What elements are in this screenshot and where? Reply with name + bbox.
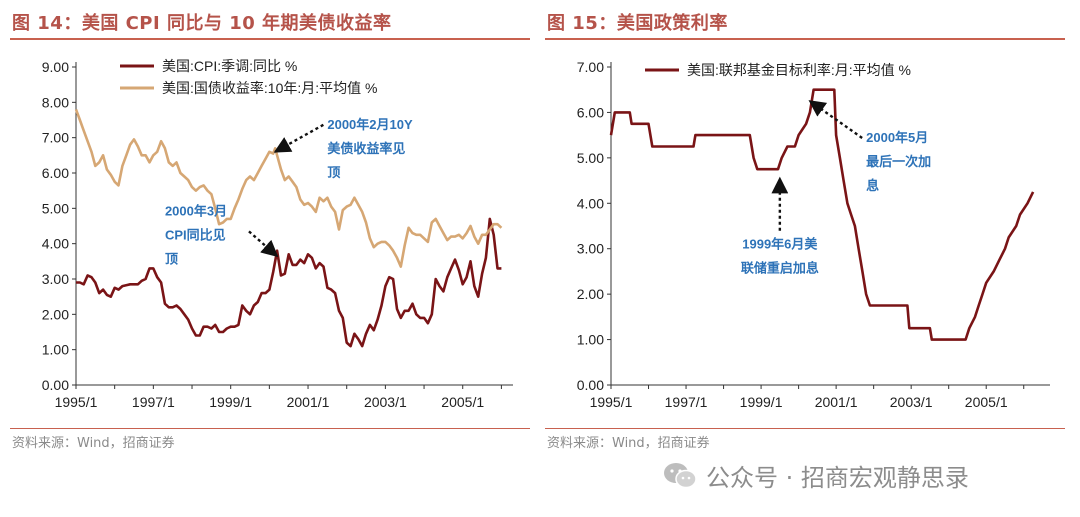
annotation-text: 顶 <box>165 251 178 266</box>
y-tick-label: 3.00 <box>577 241 604 257</box>
x-tick-label: 1999/1 <box>209 394 252 410</box>
x-tick-label: 2001/1 <box>815 394 858 410</box>
y-tick-label: 4.00 <box>42 236 69 252</box>
y-tick-label: 7.00 <box>42 130 69 146</box>
watermark: 公众号 · 招商宏观静思录 <box>662 458 969 493</box>
y-tick-label: 2.00 <box>42 306 69 322</box>
figure-14-panel: 图 14：美国 CPI 同比与 10 年期美债收益率 0.00 1.00 2.00 3… <box>10 0 530 451</box>
annotation-arrow <box>273 123 324 153</box>
y-tick-label: 0.00 <box>577 377 604 393</box>
x-tick-label: 1995/1 <box>590 394 633 410</box>
y-tick-label: 4.00 <box>577 195 604 211</box>
legend-label-1: 美国:联邦基金目标利率:月:平均值 % <box>687 62 911 78</box>
policy-rate-chart: 0.00 1.00 2.00 3.00 4.00 5.00 6.00 7.00 1995/1 19… <box>577 59 1050 410</box>
y-tick-label: 0.00 <box>42 377 69 393</box>
annotation-text: 2000年5月 <box>866 130 928 145</box>
series-line-1 <box>76 217 502 348</box>
figure-14-title: 图 14：美国 CPI 同比与 10 年期美债收益率 <box>12 13 392 34</box>
y-tick-label: 2.00 <box>577 286 604 302</box>
annotation-text: 2000年2月10Y <box>327 117 413 132</box>
y-tick-label: 8.00 <box>42 94 69 110</box>
watermark-text: 公众号 · 招商宏观静思录 <box>706 464 969 492</box>
source-divider <box>545 428 1065 429</box>
x-tick-label: 1995/1 <box>55 394 98 410</box>
figure-14-source: 资料来源：Wind，招商证券 <box>12 436 175 451</box>
x-tick-label: 2003/1 <box>890 394 933 410</box>
x-tick-label: 2005/1 <box>965 394 1008 410</box>
annotation-text: CPI同比见 <box>165 227 226 242</box>
y-tick-label: 1.00 <box>577 332 604 348</box>
title-divider <box>545 38 1065 40</box>
series-line-1 <box>609 88 1035 341</box>
annotation-text: 息 <box>866 178 879 193</box>
x-tick-label: 1999/1 <box>740 394 783 410</box>
figure-15-panel: 图 15：美国政策利率 0.00 1.00 2.00 3.00 4.00 5.00 6.00… <box>545 0 1065 451</box>
cpi-yield-chart: 0.00 1.00 2.00 3.00 4.00 5.00 6.00 7.00 8.00 9.00… <box>42 58 513 410</box>
y-tick-label: 3.00 <box>42 271 69 287</box>
x-tick-label: 2003/1 <box>364 394 407 410</box>
legend-label-1: 美国:CPI:季调:同比 % <box>162 58 297 74</box>
legend-label-2: 美国:国债收益率:10年:月:平均值 % <box>162 80 377 96</box>
y-tick-label: 1.00 <box>42 342 69 358</box>
y-tick-label: 5.00 <box>577 150 604 166</box>
x-tick-label: 2005/1 <box>441 394 484 410</box>
source-divider <box>10 428 530 429</box>
figure-15-source: 资料来源：Wind，招商证券 <box>547 436 710 451</box>
y-tick-label: 7.00 <box>577 59 604 75</box>
title-divider <box>10 38 530 40</box>
y-tick-label: 6.00 <box>42 165 69 181</box>
y-tick-label: 9.00 <box>42 59 69 75</box>
annotation-text: 联储重启加息 <box>741 261 819 276</box>
series-line-2 <box>74 108 503 268</box>
annotation-text: 1999年6月美 <box>742 237 818 252</box>
annotation-text: 美债收益率见 <box>327 141 405 156</box>
wechat-icon <box>664 462 697 488</box>
annotation-arrow <box>248 230 279 258</box>
annotation-arrow <box>808 100 863 139</box>
annotation-text: 顶 <box>327 165 340 180</box>
annotation-text: 2000年3月 <box>165 203 227 218</box>
x-tick-label: 1997/1 <box>132 394 175 410</box>
figure-15-title: 图 15：美国政策利率 <box>547 13 728 34</box>
y-tick-label: 5.00 <box>42 200 69 216</box>
x-tick-label: 2001/1 <box>287 394 330 410</box>
x-tick-label: 1997/1 <box>665 394 708 410</box>
annotation-text: 最后一次加 <box>866 154 931 169</box>
y-tick-label: 6.00 <box>577 104 604 120</box>
